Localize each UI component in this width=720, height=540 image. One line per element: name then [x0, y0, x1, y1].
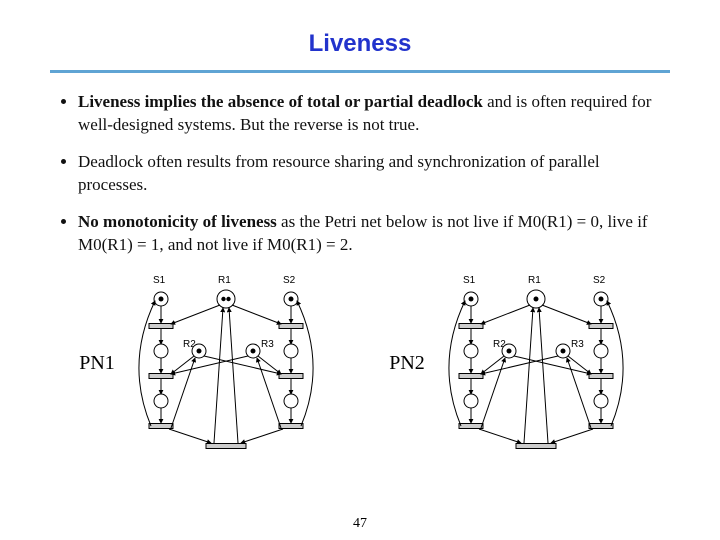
- bullet-3-bold: No monotonicity of liveness: [78, 212, 277, 231]
- svg-text:S1: S1: [153, 275, 166, 286]
- bullet-2: Deadlock often results from resource sha…: [78, 151, 670, 197]
- pn1-block: PN1 S1R1S2R2R3: [79, 271, 331, 456]
- bullet-1-bold: Liveness implies the absence of total or…: [78, 92, 483, 111]
- svg-text:S2: S2: [283, 275, 296, 286]
- pn2-diagram: S1R1S2R2R3: [431, 271, 641, 456]
- svg-text:R3: R3: [571, 339, 584, 350]
- page-number: 47: [353, 516, 367, 532]
- bullet-3: No monotonicity of liveness as the Petri…: [78, 211, 670, 257]
- pn2-label: PN2: [389, 352, 425, 375]
- pn2-block: PN2 S1R1S2R2R3: [389, 271, 641, 456]
- slide-title: Liveness: [50, 30, 670, 58]
- pn1-label: PN1: [79, 352, 115, 375]
- bullet-1: Liveness implies the absence of total or…: [78, 91, 670, 137]
- svg-text:R1: R1: [528, 275, 541, 286]
- diagrams-row: PN1 S1R1S2R2R3 PN2 S1R1S2R2R3: [50, 271, 670, 456]
- bullet-list: Liveness implies the absence of total or…: [50, 91, 670, 257]
- svg-text:S2: S2: [593, 275, 606, 286]
- svg-text:R3: R3: [261, 339, 274, 350]
- svg-text:S1: S1: [463, 275, 476, 286]
- pn1-diagram: S1R1S2R2R3: [121, 271, 331, 456]
- title-rule: [50, 70, 670, 73]
- svg-text:R1: R1: [218, 275, 231, 286]
- bullet-2-rest: Deadlock often results from resource sha…: [78, 152, 600, 194]
